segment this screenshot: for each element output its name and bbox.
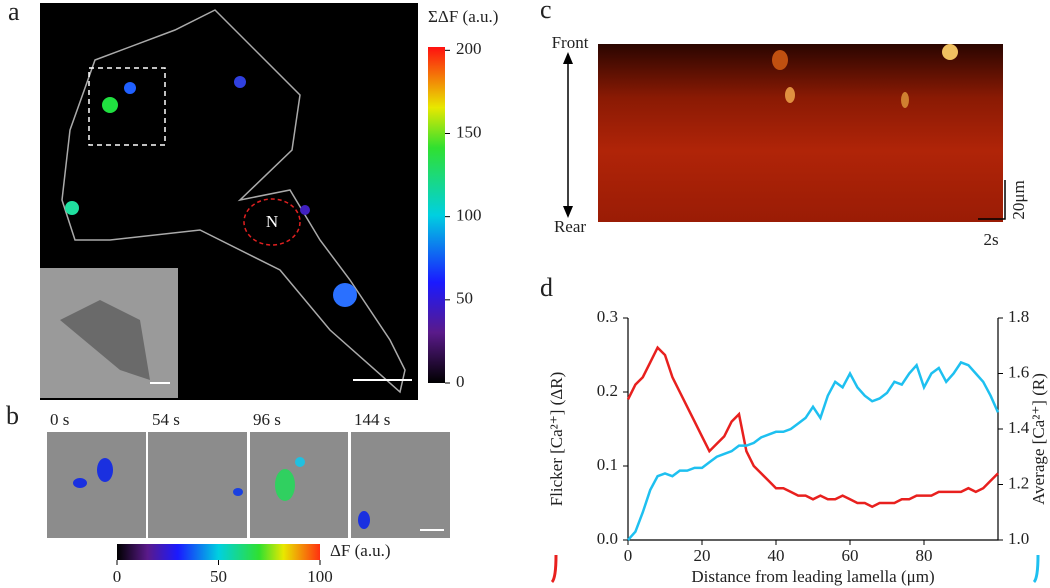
y-axis-label: Flicker [Ca²⁺] (ΔR) <box>547 372 566 507</box>
y2-label-key <box>1032 554 1040 584</box>
data-line <box>627 360 1000 541</box>
y2-axis-label: Average [Ca²⁺] (R) <box>1029 373 1048 505</box>
y2-tick-label: 1.4 <box>1008 418 1030 437</box>
scale-bar <box>978 180 1006 220</box>
front-label: Front <box>552 33 589 52</box>
nucleus-label: N <box>266 212 278 231</box>
axis-frame <box>627 318 999 541</box>
panel-b-images <box>47 432 450 538</box>
x-tick-label: 20 <box>694 546 711 565</box>
panel-label: a <box>8 0 20 26</box>
kymograph <box>598 44 1003 222</box>
colorbar-tick-label: 50 <box>456 289 473 308</box>
x-tick-label: 80 <box>916 546 933 565</box>
colorbar-a <box>428 47 445 383</box>
panel-label: c <box>540 0 552 24</box>
time-label: 144 s <box>354 410 390 429</box>
x-tick-label: 60 <box>842 546 859 565</box>
x-tick-label: 0 <box>624 546 633 565</box>
y-tick-label: 0.3 <box>597 307 618 326</box>
y2-tick-label: 1.6 <box>1008 362 1029 381</box>
panel-a-image <box>40 3 418 400</box>
panel-label: b <box>6 401 19 430</box>
x-tick-label: 40 <box>768 546 785 565</box>
x-axis-label: Distance from leading lamella (μm) <box>691 567 934 586</box>
colorbar-tick-label: 100 <box>456 206 482 225</box>
y2-tick-label: 1.2 <box>1008 473 1029 492</box>
colorbar-tick-label: 100 <box>307 567 333 586</box>
y2-tick-label: 1.8 <box>1008 307 1029 326</box>
colorbar-tick-label: 50 <box>210 567 227 586</box>
scale-y-label: 20μm <box>1009 180 1028 219</box>
y-tick-label: 0.1 <box>597 455 618 474</box>
y2-tick-label: 1.0 <box>1008 529 1029 548</box>
colorbar-b-title: ΔF (a.u.) <box>330 541 391 560</box>
colorbar-b <box>117 544 320 560</box>
data-line <box>626 345 999 509</box>
y-label-key <box>550 554 558 584</box>
panel-label: d <box>540 273 553 302</box>
y-tick-label: 0.0 <box>597 529 618 548</box>
colorbar-tick-label: 200 <box>456 39 482 58</box>
kymograph-spots <box>772 44 958 108</box>
colorbar-tick-label: 0 <box>113 567 122 586</box>
time-label: 54 s <box>152 410 180 429</box>
colorbar-tick-label: 150 <box>456 122 482 141</box>
y-tick-label: 0.2 <box>597 381 618 400</box>
colorbar-a-title: ΣΔF (a.u.) <box>428 7 498 26</box>
time-label: 96 s <box>253 410 281 429</box>
rear-label: Rear <box>554 217 586 236</box>
colorbar-tick-label: 0 <box>456 372 465 391</box>
scale-x-label: 2s <box>983 230 998 249</box>
time-label: 0 s <box>50 410 69 429</box>
